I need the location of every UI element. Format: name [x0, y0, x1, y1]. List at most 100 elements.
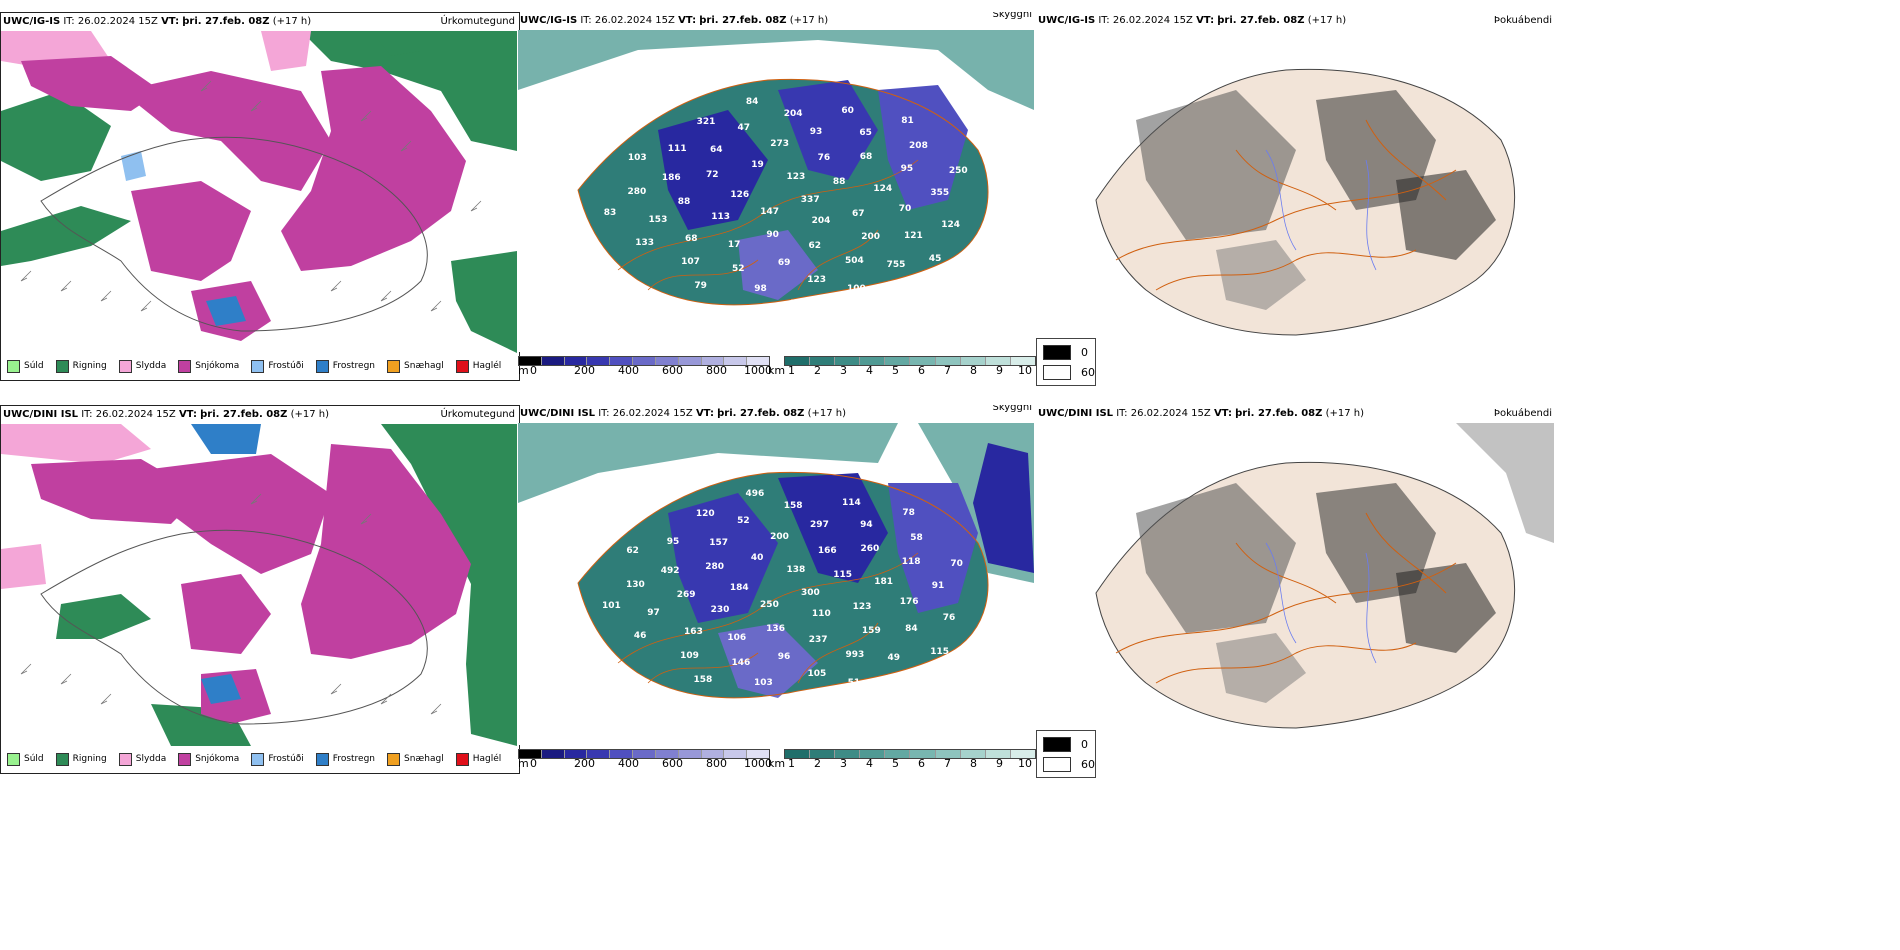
ceiling-value-label: 153: [648, 215, 668, 226]
ceiling-value-label: 95: [666, 536, 680, 547]
ceiling-labels: 300 250 138 110 184 115 136 40 123 230 166 237 280 18…: [518, 423, 1034, 745]
ceiling-value-label: 158: [783, 500, 803, 511]
ceiling-value-label: 157: [709, 537, 729, 548]
ceiling-value-label: 126: [730, 189, 750, 200]
ceiling-value-label: 97: [647, 608, 660, 619]
fog-legend-row: 60: [1043, 756, 1095, 772]
vt-label: VT:: [695, 408, 714, 419]
ceiling-value-label: 123: [786, 172, 806, 183]
tick-label: 5: [892, 757, 899, 770]
fog-legend-top: 0 60: [1036, 338, 1096, 386]
ceiling-value-label: 208: [909, 140, 928, 151]
ceiling-value-label: 40: [750, 552, 764, 563]
ceiling-visibility-legend: m 0 200 400 600 800 1000 km 1 2 3 4 5 6 …: [518, 356, 1036, 378]
ceiling-value-label: 204: [783, 108, 803, 119]
ceiling-value-label: 114: [841, 497, 861, 508]
legend-swatch: [455, 359, 469, 373]
model-name: UWC/IG-IS: [520, 15, 578, 26]
legend-swatch: [118, 359, 132, 373]
ceiling-value-label: 67: [851, 209, 865, 220]
legend-item: Haglél: [455, 359, 502, 373]
lead-time: (+17 h): [789, 15, 829, 26]
ceiling-value-label: 58: [910, 533, 923, 544]
precip-map: [1, 31, 517, 353]
it-label: IT:: [1116, 408, 1128, 419]
fog-legend-bottom: 0 60: [1036, 730, 1096, 778]
ceiling-value-label: 163: [684, 627, 703, 638]
ceiling-value-label: 88: [832, 177, 846, 187]
ceiling-labels: 337 147 123 204 126 88 90 19 67 113 76 62 72 124 17 273…: [518, 30, 1034, 352]
model-name: UWC/IG-IS: [1038, 15, 1096, 26]
legend-label: Haglél: [472, 361, 502, 371]
ceiling-value-label: 755: [886, 259, 906, 270]
legend-label: Rigning: [72, 754, 107, 764]
ceiling-value-label: 109: [680, 651, 699, 662]
tick-label: 7: [944, 757, 951, 770]
panel-header: UWC/IG-IS IT: 26.02.2024 15Z VT: þri. 27…: [518, 12, 1036, 30]
ceiling-value-label: 68: [684, 233, 698, 244]
vt-label: VT:: [678, 15, 697, 26]
legend-swatch: [118, 752, 132, 766]
legend-label: Snjókoma: [195, 754, 240, 764]
lead-time: (+17 h): [807, 408, 847, 419]
ceiling-value-label: 98: [754, 284, 767, 295]
fog-map: [1036, 423, 1554, 745]
it-value: 26.02.2024 15Z: [612, 408, 693, 419]
ceiling-value-label: 204: [811, 216, 831, 227]
model-name: UWC/DINI ISL: [1038, 408, 1114, 419]
panel-title: Skyggni: [992, 405, 1032, 413]
ceiling-value-label: 81: [901, 116, 914, 127]
ceiling-value-label: 47: [737, 123, 751, 134]
ceiling-value-label: 321: [696, 117, 716, 128]
ceiling-value-label: 107: [681, 257, 700, 268]
tick-label: 1000: [744, 364, 772, 377]
ceiling-value-label: 95: [900, 164, 914, 175]
ceiling-value-label: 52: [732, 264, 745, 275]
panel-title: Úrkomutegund: [440, 16, 515, 27]
tick-label: 10: [1018, 757, 1032, 770]
ceiling-value-label: 68: [859, 151, 873, 162]
vt-value: þri. 27.feb. 08Z: [200, 409, 288, 420]
ceiling-visibility-panel-bottom: UWC/DINI ISL IT: 26.02.2024 15Z VT: þri.…: [518, 405, 1036, 772]
panel-header: UWC/DINI ISL IT: 26.02.2024 15Z VT: þri.…: [1036, 405, 1556, 423]
it-value: 26.02.2024 15Z: [77, 16, 158, 27]
tick-label: 1: [788, 757, 795, 770]
ceiling-colorbar: [518, 356, 770, 366]
panel-title: Þokuábendi: [1493, 408, 1552, 419]
ceiling-value-label: 492: [660, 565, 680, 576]
precip-type-panel-bottom: UWC/DINI ISL IT: 26.02.2024 15Z VT: þri.…: [0, 405, 520, 774]
tick-label: 6: [918, 757, 925, 770]
tick-label: 600: [662, 364, 683, 377]
ceiling-unit: m: [518, 364, 529, 377]
ceiling-value-label: 83: [603, 207, 617, 218]
ceiling-value-label: 147: [760, 206, 780, 217]
legend-swatch: [387, 359, 401, 373]
tick-label: 5: [892, 364, 899, 377]
ceiling-map: [518, 30, 1034, 352]
ceiling-value-label: 64: [709, 145, 723, 156]
legend-swatch: [315, 752, 329, 766]
tick-label: 4: [866, 364, 873, 377]
it-label: IT:: [81, 409, 93, 420]
vt-label: VT:: [1196, 15, 1215, 26]
ceiling-value-label: 250: [760, 599, 779, 610]
tick-label: 2: [814, 757, 821, 770]
ceiling-value-label: 110: [811, 609, 831, 620]
ceiling-value-label: 993: [845, 649, 865, 660]
ceiling-value-label: 136: [766, 623, 785, 634]
legend-label: Snæhagl: [404, 361, 444, 371]
fog-indicator-panel-top: UWC/IG-IS IT: 26.02.2024 15Z VT: þri. 27…: [1036, 12, 1556, 379]
model-name: UWC/DINI ISL: [520, 408, 596, 419]
legend-swatch: [55, 359, 69, 373]
legend-label: Snjókoma: [195, 361, 240, 371]
ceiling-value-label: 115: [930, 647, 949, 658]
ceiling-value-label: 17: [727, 239, 741, 250]
legend-label: Súld: [24, 361, 44, 371]
ceiling-value-label: 250: [948, 166, 968, 176]
ceiling-value-label: 280: [627, 186, 647, 197]
legend-item: Rigning: [55, 752, 107, 766]
ceiling-visibility-legend: m 0 200 400 600 800 1000 km 1 2 3 4 5 6 …: [518, 749, 1036, 771]
ceiling-value-label: 90: [766, 230, 779, 241]
fog-swatch: [1043, 364, 1071, 380]
legend-item: Frostúði: [251, 359, 304, 373]
